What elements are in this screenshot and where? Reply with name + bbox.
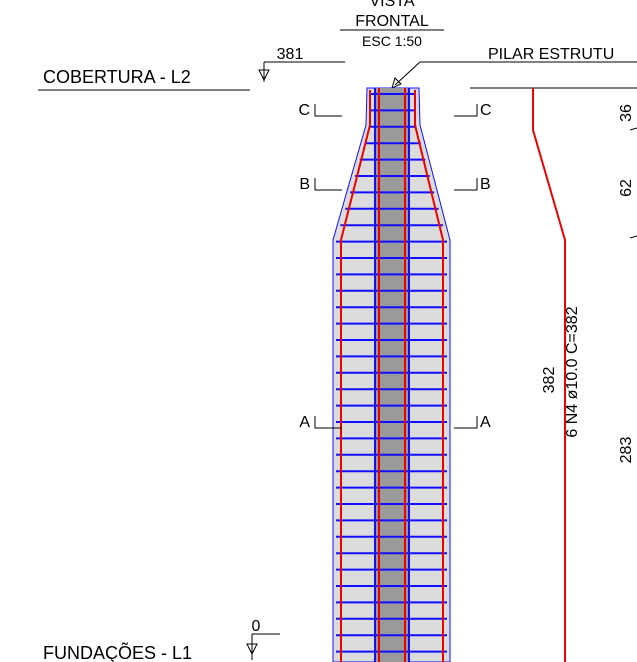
- rebar-right: [414, 90, 444, 662]
- level-label: FUNDAÇÕES - L1: [43, 642, 192, 662]
- callout-arrow: [391, 77, 402, 89]
- title-line2: FRONTAL: [355, 13, 429, 30]
- title-line1: VISTA: [369, 0, 414, 10]
- section-marks: C C B B A A: [298, 102, 491, 431]
- section-label: C: [298, 102, 310, 119]
- section-mark: [454, 416, 478, 429]
- rebar-spec: 6 N4 ø10.0 C=382: [564, 306, 581, 437]
- callout: PILAR ESTRUTU: [488, 46, 614, 63]
- rebar-shape: [532, 88, 566, 662]
- stirrups: [336, 93, 447, 653]
- section-label: B: [480, 176, 491, 193]
- level-label: COBERTURA - L2: [43, 67, 191, 87]
- rebar-length: 382: [541, 367, 558, 394]
- section-mark: [314, 178, 342, 191]
- section-label: A: [299, 414, 310, 431]
- level-marker: [258, 69, 270, 82]
- section-mark: [454, 178, 478, 191]
- dimension: 62: [618, 179, 635, 197]
- section-label: C: [480, 102, 492, 119]
- section-mark: [314, 104, 342, 117]
- dimension: 36: [618, 104, 635, 122]
- level-elevation: 381: [277, 46, 304, 63]
- callout-leader: [394, 61, 421, 86]
- rebar-left: [340, 90, 371, 662]
- dimension-tick: [629, 235, 637, 239]
- dimension-tick: [629, 127, 637, 131]
- section-label: A: [480, 414, 491, 431]
- section-mark: [454, 104, 478, 117]
- column-core: [376, 88, 408, 662]
- dimension: 283: [618, 437, 635, 464]
- title: VISTA FRONTAL ESC 1:50: [340, 0, 444, 49]
- level-marker: [246, 643, 258, 656]
- level-elevation: 0: [252, 618, 261, 635]
- section-label: B: [299, 176, 310, 193]
- section-mark: [314, 416, 342, 429]
- title-scale: ESC 1:50: [362, 33, 422, 49]
